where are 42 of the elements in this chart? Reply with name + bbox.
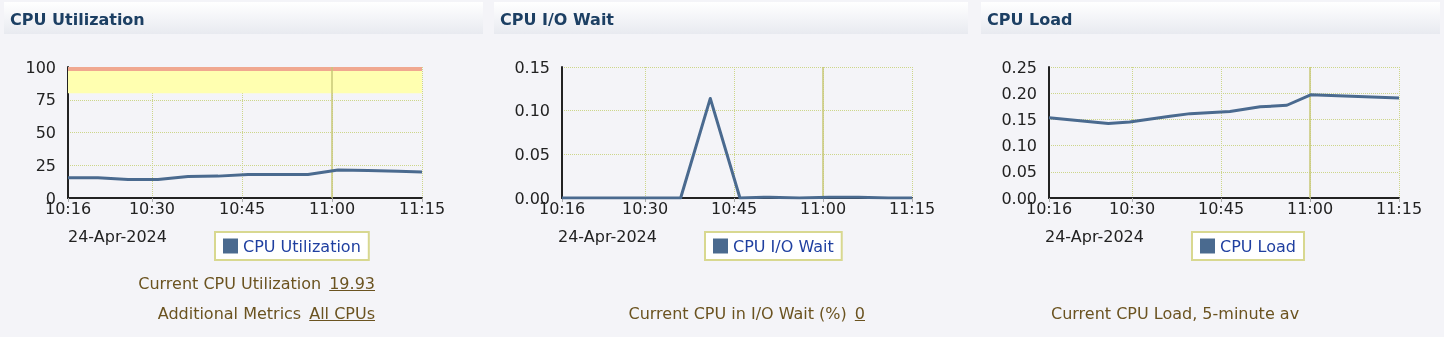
text: 19.93: [329, 274, 375, 293]
text: 24-Apr-2024: [558, 227, 657, 246]
line-series: [1047, 93, 1401, 126]
x-tick-label: 10:45: [218, 198, 266, 218]
y-tick-label: 0.15: [1001, 109, 1037, 129]
y-tick-label: 25: [35, 155, 56, 175]
y-tick-label: 0.15: [514, 57, 550, 77]
x-tick-label: 10:30: [1108, 198, 1156, 218]
chart-title: CPU I/O Wait: [494, 2, 968, 34]
text: Additional Metrics: [157, 304, 302, 323]
x-tick-label: 10:45: [710, 198, 758, 218]
text: All CPUs: [309, 304, 375, 323]
y-tick-label: 0.10: [1001, 136, 1037, 156]
chart-title: CPU Utilization: [4, 2, 483, 34]
text: 24-Apr-2024: [1045, 227, 1144, 246]
line-series: [66, 168, 424, 181]
x-tick-label: 11:15: [398, 198, 446, 218]
x-tick-label: 10:30: [621, 198, 669, 218]
chart-title: CPU Load: [981, 2, 1440, 34]
y-tick-label: 100: [25, 57, 56, 77]
text: Current CPU Load, 5-minute av: [1051, 304, 1300, 323]
x-tick-label: 10:45: [1197, 198, 1245, 218]
text: Current CPU in I/O Wait (%): [628, 304, 847, 323]
y-tick-label: 0.05: [514, 144, 550, 164]
x-tick-label: 11:00: [308, 198, 356, 218]
y-tick-label: 0.10: [514, 101, 550, 121]
y-tick-label: 0.20: [1001, 83, 1037, 103]
x-tick-label: 11:15: [888, 198, 936, 218]
y-tick-label: 50: [35, 123, 56, 142]
text: Current CPU Utilization: [138, 274, 322, 293]
legend-label: CPU I/O Wait: [733, 236, 834, 256]
legend-label: CPU Utilization: [243, 236, 361, 256]
legend-label: CPU Load: [1220, 236, 1296, 256]
x-tick-label: 11:15: [1375, 198, 1423, 218]
text: 0: [854, 304, 865, 323]
y-tick-label: 75: [35, 90, 56, 110]
x-tick-label: 10:30: [128, 198, 176, 218]
x-tick-label: 11:00: [1286, 198, 1334, 218]
text: 24-Apr-2024: [68, 227, 167, 246]
x-tick-label: 11:00: [799, 198, 847, 218]
y-tick-label: 0.05: [1001, 162, 1037, 182]
y-tick-label: 0.25: [1001, 57, 1037, 77]
